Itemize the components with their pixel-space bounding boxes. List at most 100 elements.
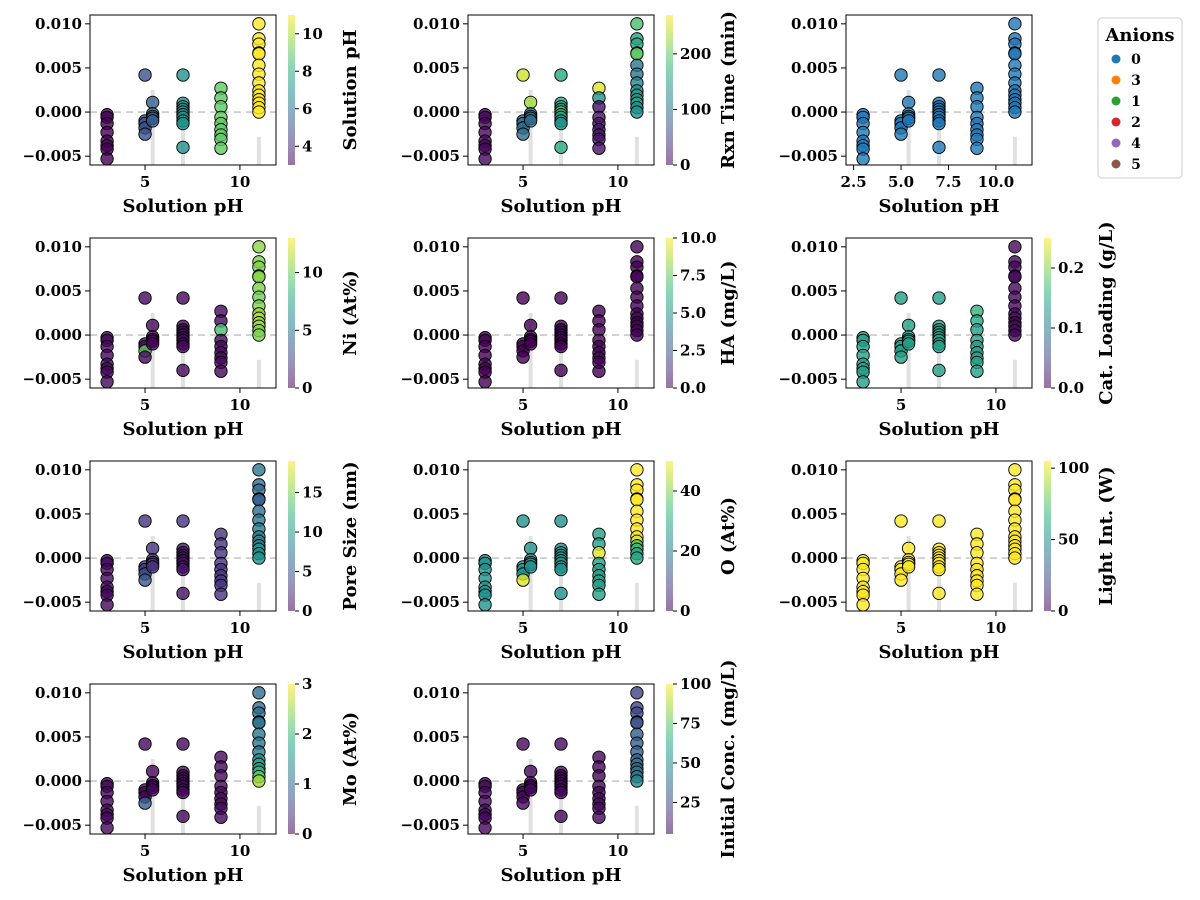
colorbar-tick-label: 75: [680, 714, 701, 732]
colorbar-gradient: [288, 461, 295, 611]
data-point: [901, 337, 916, 351]
plot-frame: [845, 14, 1033, 166]
x-tick-label: 10: [608, 173, 629, 191]
colorbar-tick-label: 8: [302, 62, 312, 80]
y-tick-label: 0.000: [35, 103, 82, 121]
legend-marker: [1111, 159, 1121, 169]
y-tick-label: 0.010: [413, 15, 460, 33]
x-axis-label: Solution pH: [878, 196, 999, 217]
data-point: [932, 339, 946, 354]
data-point: [554, 785, 568, 800]
y-tick-label: 0.005: [791, 505, 838, 523]
data-point: [932, 363, 946, 378]
plot-frame: [467, 460, 655, 612]
y-tick-label: 0.000: [413, 103, 460, 121]
data-point: [145, 114, 160, 128]
data-point: [100, 598, 114, 612]
data-point: [252, 774, 266, 788]
data-point: [1008, 463, 1022, 477]
data-point: [554, 737, 568, 751]
y-tick-label: 0.005: [413, 728, 460, 746]
colorbar: 25 50 75 100 Initial Conc. (mg/L): [666, 659, 739, 859]
legend-entry-label: 1: [1131, 94, 1141, 110]
y-tick-label: −0.005: [400, 147, 460, 165]
data-point: [592, 587, 606, 601]
colorbar: 0 5 10 Ni (At%): [288, 238, 361, 397]
data-point: [252, 493, 266, 507]
data-point: [176, 809, 190, 824]
data-point: [932, 116, 946, 131]
data-point: [901, 560, 916, 574]
subplot-7: −0.005 0.000 0.005 0.010 5 10 Solution pH 0 5 10 1…: [22, 460, 361, 663]
data-point: [252, 270, 266, 284]
data-point: [630, 774, 644, 788]
data-point: [138, 350, 152, 364]
colorbar-tick-label: 20: [680, 542, 701, 560]
colorbar: 0 1 2 3 Mo (At%): [288, 675, 361, 843]
x-axis-label: Solution pH: [122, 865, 243, 886]
data-point: [176, 339, 190, 354]
x-tick-label: 7.5: [935, 173, 961, 191]
plot-frame: [845, 237, 1033, 389]
colorbar-label: Light Int. (W): [1096, 466, 1117, 605]
data-point: [176, 785, 190, 800]
colorbar-tick-label: 100: [680, 675, 711, 693]
x-axis-label: Solution pH: [878, 642, 999, 663]
data-point: [554, 291, 568, 305]
subplot-5: −0.005 0.000 0.005 0.010 5 10 Solution pH 0.0 2.…: [400, 229, 739, 440]
y-tick-label: −0.005: [778, 147, 838, 165]
data-point: [894, 127, 908, 141]
data-point: [592, 810, 606, 824]
colorbar: 0 5 10 15 Pore Size (nm): [288, 461, 361, 620]
y-tick-label: 0.010: [35, 684, 82, 702]
x-tick-label: 5: [140, 396, 150, 414]
data-point: [478, 375, 492, 389]
subplot-4: −0.005 0.000 0.005 0.010 5 10 Solution pH 0 5 10 N…: [22, 237, 361, 440]
y-tick-label: 0.000: [35, 549, 82, 567]
colorbar-label: Pore Size (nm): [340, 461, 361, 610]
y-tick-label: 0.005: [35, 728, 82, 746]
data-point: [630, 551, 644, 565]
y-tick-label: 0.000: [791, 549, 838, 567]
data-point: [592, 364, 606, 378]
data-point: [901, 114, 916, 128]
data-point: [214, 364, 228, 378]
colorbar-tick-label: 15: [302, 484, 323, 502]
x-axis-label: Solution pH: [122, 196, 243, 217]
y-tick-label: 0.000: [791, 326, 838, 344]
data-point: [176, 140, 190, 155]
data-point: [145, 95, 160, 110]
x-tick-label: 5: [140, 619, 150, 637]
subplot-2: −0.005 0.000 0.005 0.010 5 10 Solution pH 0 100 2…: [400, 11, 739, 217]
x-tick-label: 5: [518, 619, 528, 637]
data-point: [554, 586, 568, 601]
y-tick-label: 0.010: [791, 461, 838, 479]
colorbar-tick-label: 6: [302, 100, 312, 118]
data-point: [138, 573, 152, 587]
data-point: [176, 363, 190, 378]
legend-entry-label: 0: [1131, 52, 1141, 68]
colorbar-tick-label: 0.1: [1058, 319, 1084, 337]
data-point: [214, 810, 228, 824]
data-point: [932, 562, 946, 577]
data-point: [214, 141, 228, 155]
data-point: [145, 541, 160, 556]
y-tick-label: −0.005: [400, 816, 460, 834]
data-point: [901, 541, 916, 556]
plot-frame: [467, 237, 655, 389]
x-tick-label: 10: [986, 396, 1007, 414]
data-point: [1008, 551, 1022, 565]
data-point: [145, 783, 160, 797]
data-point: [100, 821, 114, 835]
legend-marker: [1111, 75, 1121, 85]
data-point: [523, 560, 538, 574]
data-point: [478, 152, 492, 166]
data-point: [970, 141, 984, 155]
colorbar-gradient: [666, 15, 673, 165]
plot-frame: [89, 14, 277, 166]
colorbar-tick-label: 5.0: [680, 304, 706, 322]
data-point: [1008, 270, 1022, 284]
data-point: [856, 152, 870, 166]
data-point: [630, 686, 644, 700]
